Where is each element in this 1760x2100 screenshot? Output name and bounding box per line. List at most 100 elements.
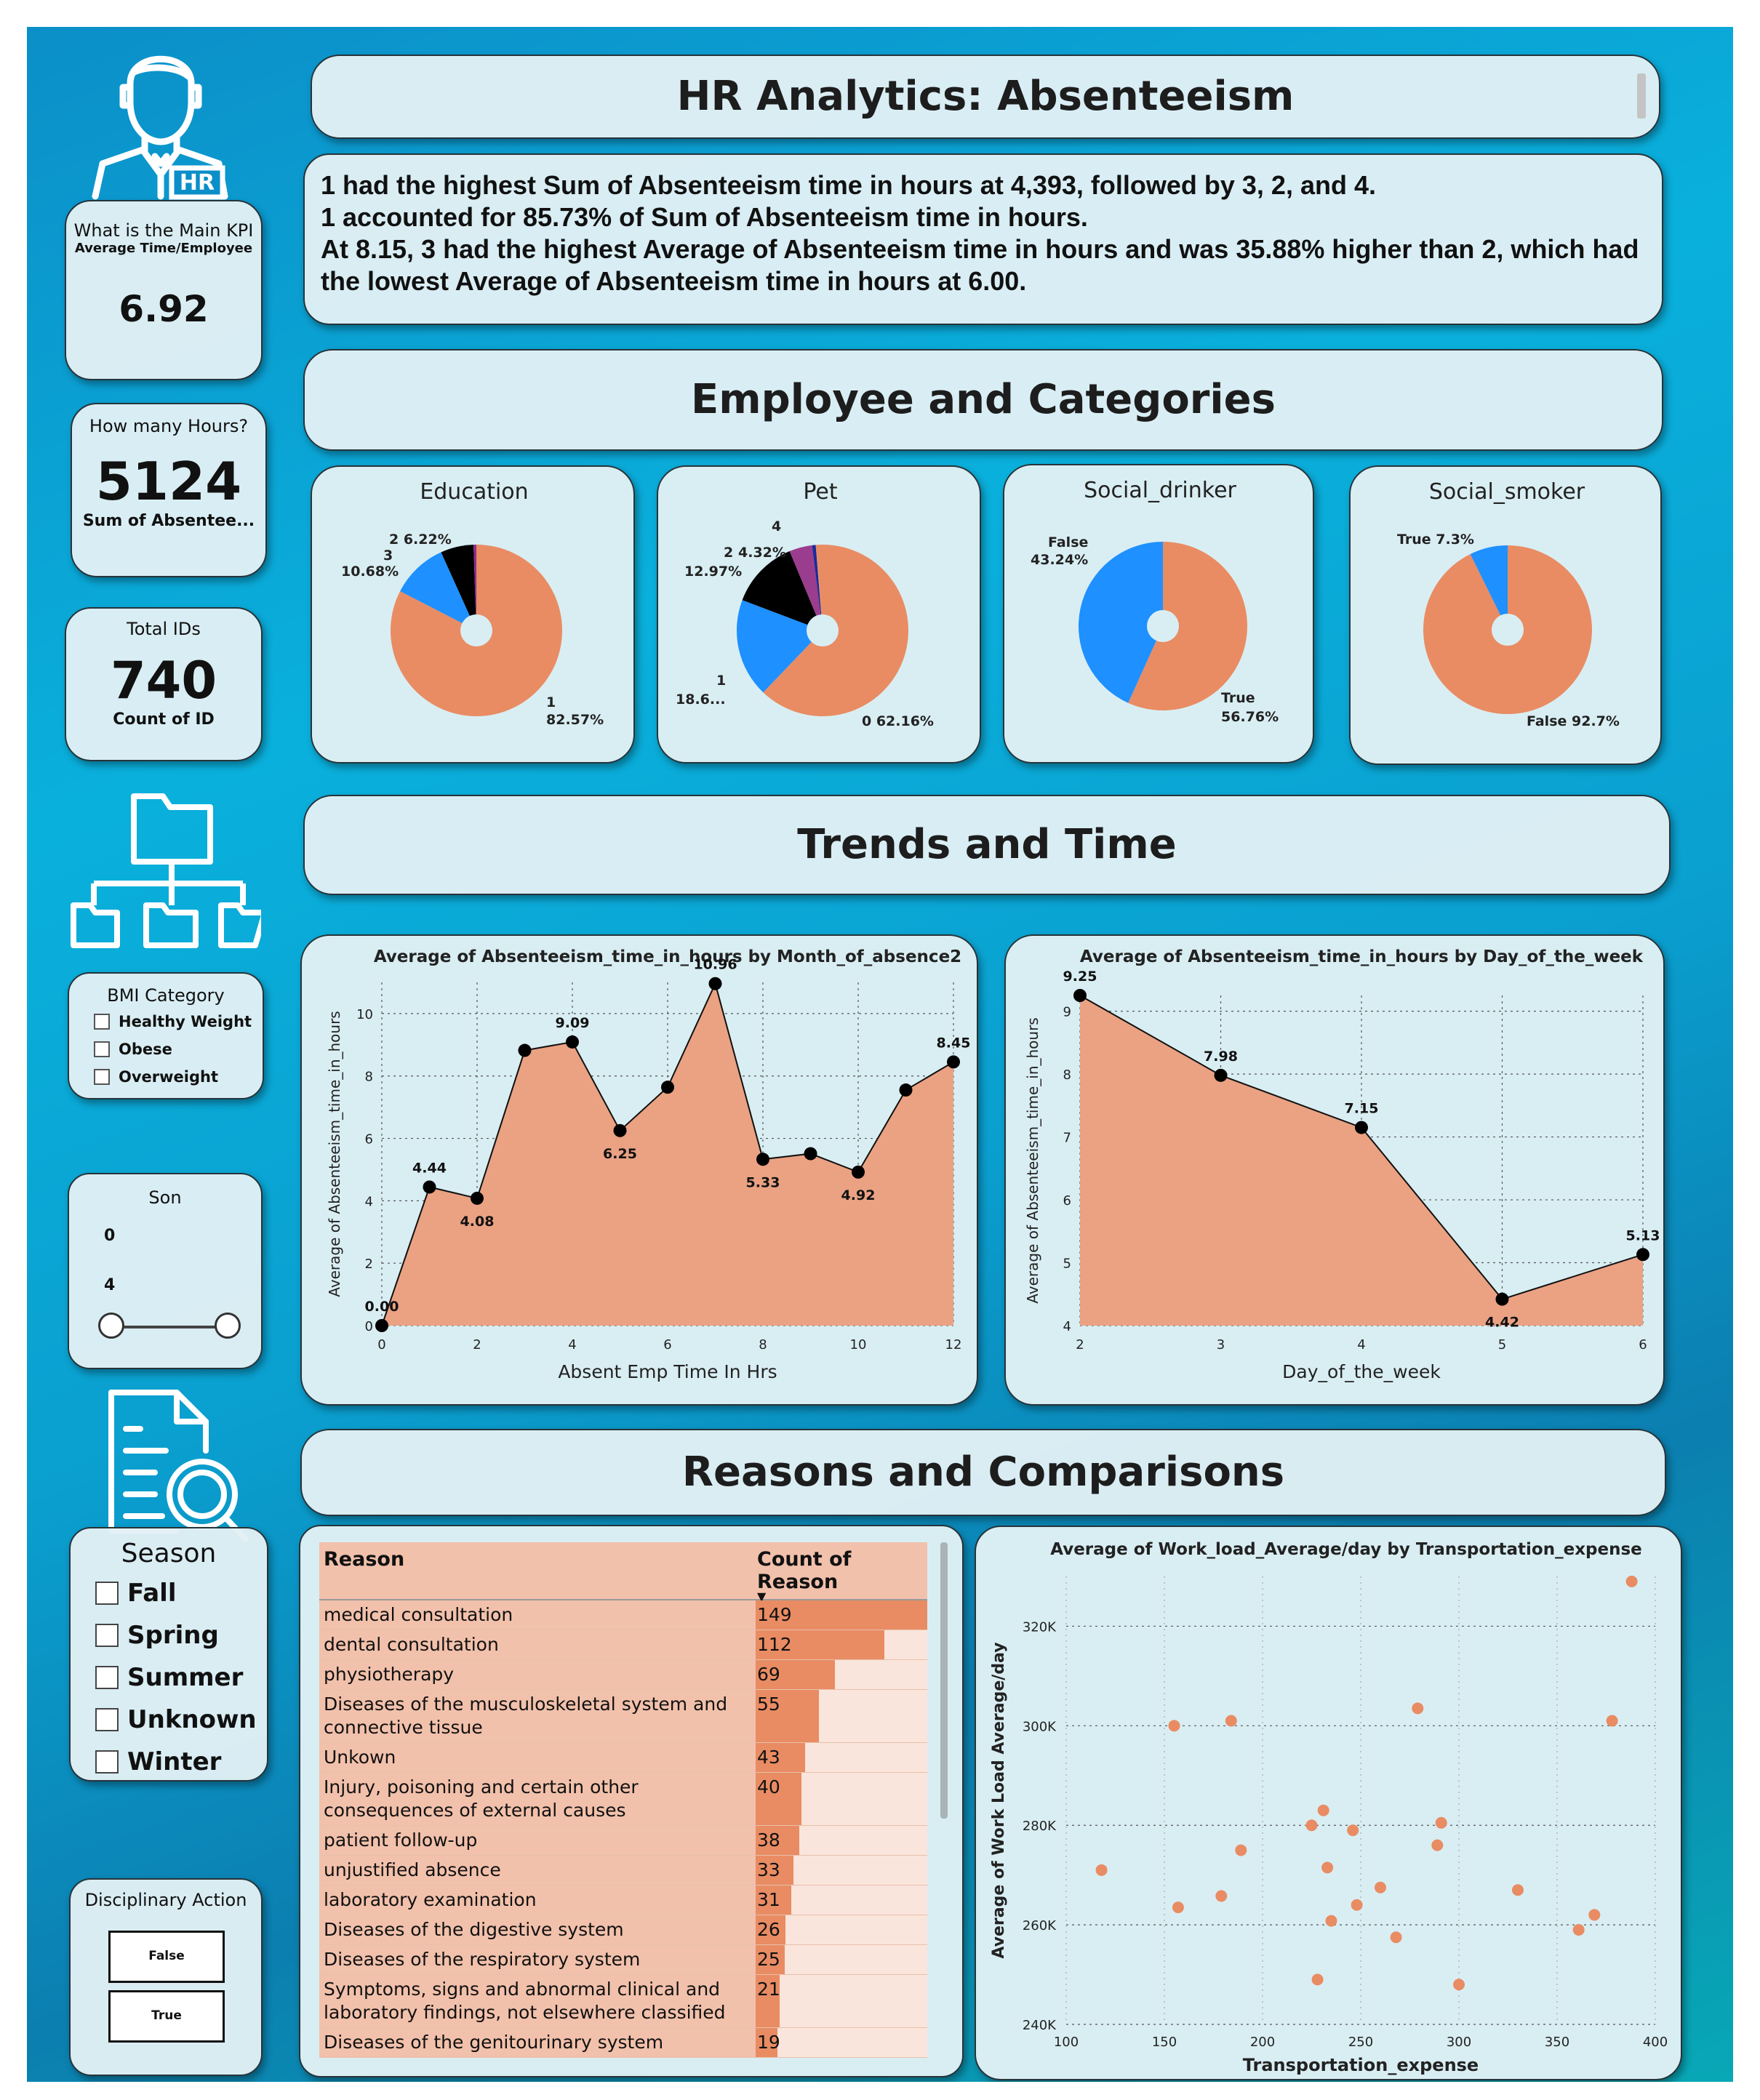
table-row[interactable]: physiotherapy 69 bbox=[319, 1660, 927, 1690]
count-column-header[interactable]: Count of Reason ▼ bbox=[756, 1542, 927, 1603]
weekday-data-point[interactable] bbox=[1636, 1248, 1649, 1262]
month-data-point[interactable] bbox=[947, 1055, 960, 1069]
pie-slice-4[interactable] bbox=[473, 545, 476, 630]
month-data-point[interactable] bbox=[756, 1153, 769, 1166]
disciplinary-false-button[interactable]: False bbox=[108, 1931, 225, 1983]
scatter-point[interactable] bbox=[1168, 1720, 1180, 1732]
month-data-point[interactable] bbox=[471, 1191, 484, 1205]
table-row[interactable]: patient follow-up 38 bbox=[319, 1826, 927, 1856]
scatter-point[interactable] bbox=[1431, 1839, 1444, 1851]
scatter-point[interactable] bbox=[1321, 1861, 1334, 1874]
title-scrollbar[interactable] bbox=[1637, 73, 1646, 119]
season-checkbox[interactable] bbox=[95, 1582, 119, 1605]
scatter-point[interactable] bbox=[1435, 1816, 1447, 1829]
month-data-point[interactable] bbox=[423, 1180, 436, 1194]
table-row[interactable]: Unkown 43 bbox=[319, 1743, 927, 1773]
season-option-spring[interactable]: Spring bbox=[95, 1621, 267, 1650]
scatter-point[interactable] bbox=[1375, 1881, 1386, 1893]
month-data-point[interactable] bbox=[899, 1083, 913, 1097]
bmi-checkbox[interactable] bbox=[94, 1069, 110, 1085]
bmi-option-overweight[interactable]: Overweight bbox=[94, 1068, 263, 1086]
month-data-point[interactable] bbox=[613, 1123, 627, 1137]
pie-slice-5[interactable] bbox=[812, 545, 823, 630]
scatter-point[interactable] bbox=[1390, 1931, 1402, 1944]
son-slider-track[interactable] bbox=[113, 1326, 229, 1328]
table-row[interactable]: dental consultation 112 bbox=[319, 1630, 927, 1660]
scatter-point[interactable] bbox=[1311, 1973, 1324, 1986]
pie-title: Pet bbox=[803, 479, 837, 505]
pie-slice-2[interactable] bbox=[742, 551, 823, 630]
bmi-checkbox[interactable] bbox=[94, 1014, 110, 1030]
season-checkbox[interactable] bbox=[95, 1708, 119, 1731]
pie-slice-2[interactable] bbox=[441, 545, 476, 630]
table-row[interactable]: medical consultation 149 bbox=[319, 1600, 927, 1630]
month-data-point[interactable] bbox=[804, 1147, 817, 1161]
month-data-point[interactable] bbox=[375, 1319, 388, 1332]
scatter-point[interactable] bbox=[1325, 1915, 1337, 1927]
kpi-main-card: What is the Main KPI Average Time/Employ… bbox=[65, 200, 263, 380]
bmi-option-healthy-weight[interactable]: Healthy Weight bbox=[94, 1013, 263, 1030]
scatter-point[interactable] bbox=[1347, 1824, 1359, 1837]
season-option-unknown[interactable]: Unknown bbox=[95, 1705, 267, 1734]
table-row[interactable]: unjustified absence 33 bbox=[319, 1856, 927, 1885]
table-row[interactable]: Symptoms, signs and abnormal clinical an… bbox=[319, 1975, 927, 2028]
table-row[interactable]: Diseases of the genitourinary system 19 bbox=[319, 2028, 927, 2058]
table-row[interactable]: Injury, poisoning and certain other cons… bbox=[319, 1773, 927, 1826]
scatter-point[interactable] bbox=[1351, 1899, 1363, 1911]
weekday-data-point[interactable] bbox=[1495, 1292, 1509, 1306]
month-data-point[interactable] bbox=[566, 1035, 579, 1049]
pie-slice-false[interactable] bbox=[1079, 542, 1163, 703]
season-option-fall[interactable]: Fall bbox=[95, 1579, 267, 1608]
month-data-point[interactable] bbox=[708, 977, 722, 990]
reason-cell: Diseases of the genitourinary system bbox=[319, 2028, 756, 2057]
count-value: 149 bbox=[757, 1604, 792, 1625]
table-row[interactable]: Diseases of the musculoskeletal system a… bbox=[319, 1690, 927, 1743]
scatter-point[interactable] bbox=[1172, 1901, 1184, 1914]
reason-column-header[interactable]: Reason bbox=[324, 1548, 405, 1571]
kpi-main-subtitle: Average Time/Employee bbox=[74, 241, 253, 256]
scatter-point[interactable] bbox=[1512, 1884, 1524, 1896]
month-data-point[interactable] bbox=[661, 1081, 674, 1094]
season-option-summer[interactable]: Summer bbox=[95, 1663, 267, 1692]
son-slider-min-handle[interactable] bbox=[98, 1312, 124, 1339]
weekday-data-point[interactable] bbox=[1355, 1121, 1368, 1134]
pie-slice-true[interactable] bbox=[1128, 542, 1247, 710]
weekday-data-point[interactable] bbox=[1214, 1068, 1228, 1082]
scatter-chart-card: Average of Work_load_Average/day by Tran… bbox=[975, 1526, 1682, 2080]
pie-slice-true[interactable] bbox=[1470, 545, 1508, 630]
pie-slice-4[interactable] bbox=[789, 545, 823, 630]
weekday-data-point[interactable] bbox=[1073, 989, 1087, 1002]
scatter-point[interactable] bbox=[1305, 1819, 1318, 1832]
count-cell: 69 bbox=[756, 1660, 927, 1689]
pie-slice-8[interactable] bbox=[815, 545, 823, 630]
son-slicer-card: Son 0 4 bbox=[68, 1173, 263, 1369]
son-slider-max-handle[interactable] bbox=[215, 1312, 241, 1339]
bmi-filter-title: BMI Category bbox=[107, 985, 225, 1006]
scatter-point[interactable] bbox=[1095, 1864, 1108, 1876]
scatter-point[interactable] bbox=[1412, 1702, 1424, 1715]
month-data-point[interactable] bbox=[518, 1043, 532, 1057]
season-checkbox[interactable] bbox=[95, 1666, 119, 1689]
scatter-point[interactable] bbox=[1606, 1715, 1618, 1727]
scatter-point[interactable] bbox=[1572, 1923, 1585, 1936]
scatter-point[interactable] bbox=[1625, 1575, 1638, 1587]
table-row[interactable]: laboratory examination 31 bbox=[319, 1885, 927, 1915]
table-row[interactable]: Diseases of the respiratory system 25 bbox=[319, 1945, 927, 1975]
bmi-option-obese[interactable]: Obese bbox=[94, 1041, 263, 1058]
scatter-point[interactable] bbox=[1215, 1890, 1228, 1902]
table-scrollbar[interactable] bbox=[940, 1542, 948, 1819]
season-option-winter[interactable]: Winter bbox=[95, 1747, 267, 1776]
scatter-point[interactable] bbox=[1225, 1715, 1237, 1727]
month-data-point[interactable] bbox=[852, 1165, 865, 1179]
season-checkbox[interactable] bbox=[95, 1750, 119, 1774]
table-row[interactable]: Diseases of the digestive system 26 bbox=[319, 1915, 927, 1945]
pie-slice-1[interactable] bbox=[737, 600, 823, 693]
bmi-checkbox[interactable] bbox=[94, 1041, 110, 1057]
season-checkbox[interactable] bbox=[95, 1624, 119, 1647]
scatter-point[interactable] bbox=[1235, 1844, 1247, 1856]
scatter-point[interactable] bbox=[1317, 1804, 1329, 1816]
scatter-point[interactable] bbox=[1588, 1909, 1601, 1921]
scatter-point[interactable] bbox=[1453, 1979, 1465, 1991]
disciplinary-true-button[interactable]: True bbox=[108, 1990, 225, 2043]
pie-slice-3[interactable] bbox=[400, 552, 476, 630]
